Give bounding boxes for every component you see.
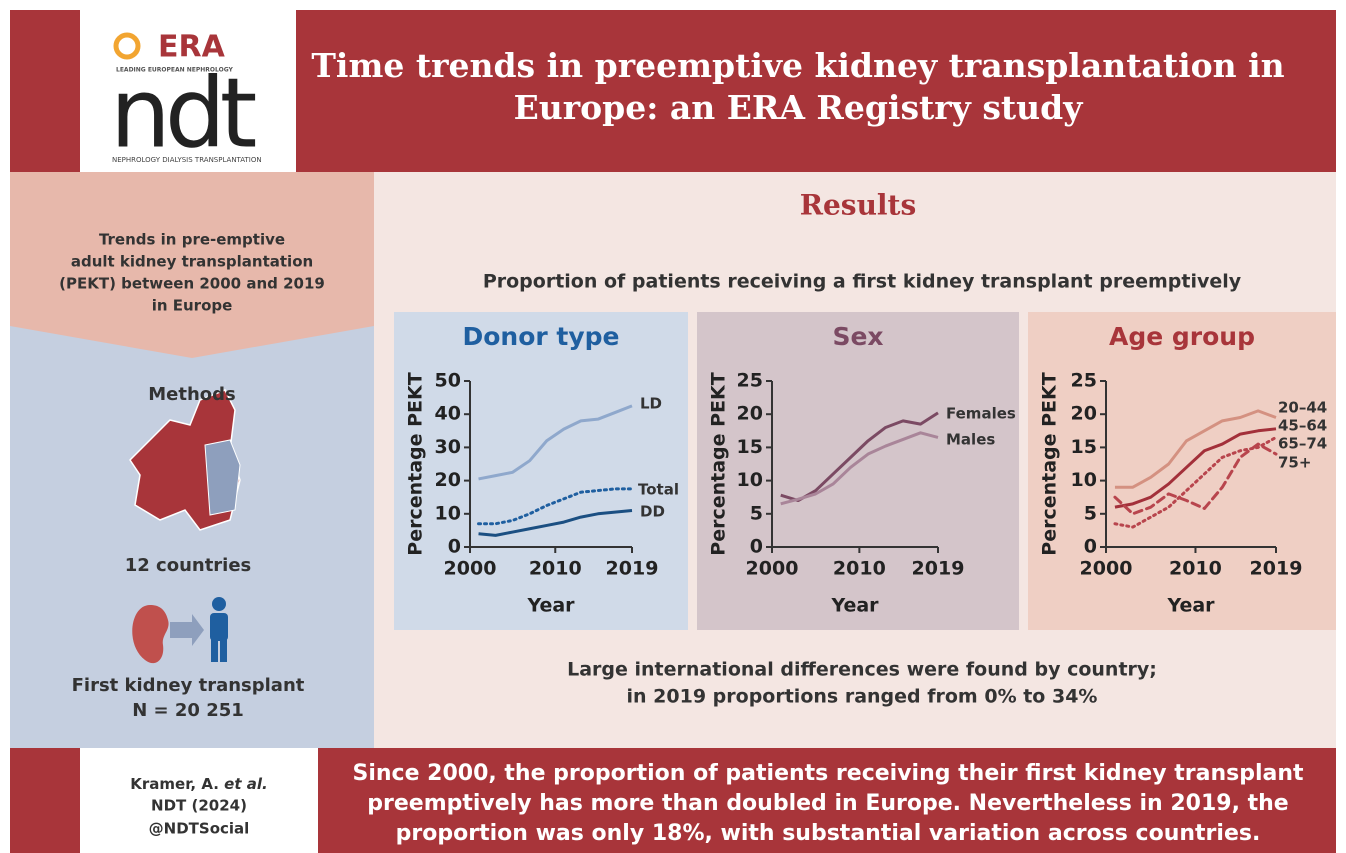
series-line (1114, 427, 1277, 509)
methods-heading: Methods (148, 384, 236, 405)
series-label: LD (640, 395, 662, 413)
citation-author: Kramer, A. et al. (130, 775, 267, 793)
y-tick-label: 15 (737, 436, 763, 458)
citation-social: @NDTSocial (149, 820, 250, 838)
x-tick-label: 2010 (529, 558, 582, 580)
series-line (478, 508, 633, 537)
et-al: et al. (224, 775, 268, 793)
series-label: 20–44 (1278, 399, 1327, 417)
y-tick-label: 20 (737, 403, 763, 425)
y-tick-label: 30 (435, 436, 461, 458)
person-icon (210, 597, 228, 662)
x-axis-label: Year (830, 595, 879, 617)
y-tick-label: 5 (1084, 502, 1097, 524)
y-axis-label: Percentage PEKT (405, 372, 427, 555)
finding-line: Large international differences were fou… (567, 659, 1157, 681)
series-line (477, 487, 634, 526)
series-line (1113, 442, 1278, 516)
title-line: Europe: an ERA Registry study (514, 88, 1084, 127)
x-tick-label: 2010 (833, 558, 886, 580)
chart-title: Donor type (462, 322, 619, 351)
kidney-icon (132, 605, 169, 664)
logo-tagline: LEADING EUROPEAN NEPHROLOGY (116, 67, 234, 74)
intro-line: Trends in pre-emptive (99, 231, 285, 249)
citation-journal: NDT (2024) (151, 797, 247, 815)
conclusion-line: Since 2000, the proportion of patients r… (352, 761, 1304, 786)
series-label: 45–64 (1278, 417, 1327, 435)
x-tick-label: 2000 (746, 558, 799, 580)
conclusion-line: proportion was only 18%, with substantia… (396, 821, 1261, 846)
sidebar-intro-band (10, 172, 374, 358)
x-tick-label: 2000 (1080, 558, 1133, 580)
y-tick-label: 20 (435, 469, 461, 491)
x-tick-label: 2019 (606, 558, 659, 580)
chart-title: Age group (1109, 322, 1255, 351)
y-tick-label: 25 (1071, 370, 1097, 392)
series-label: 65–74 (1278, 435, 1327, 453)
y-tick-label: 10 (737, 469, 763, 491)
y-tick-label: 15 (1071, 436, 1097, 458)
series-label: Males (946, 431, 995, 449)
intro-line: in Europe (152, 297, 233, 315)
y-tick-label: 25 (737, 370, 763, 392)
series-label: DD (640, 503, 665, 521)
y-axis-label: Percentage PEKT (708, 372, 730, 555)
title-line: Time trends in preemptive kidney transpl… (311, 46, 1284, 85)
intro-line: adult kidney transplantation (71, 253, 313, 271)
series-line (780, 431, 939, 506)
y-tick-label: 10 (435, 502, 461, 524)
cohort-n: N = 20 251 (132, 700, 244, 721)
y-tick-label: 50 (435, 370, 461, 392)
logo-box (80, 10, 296, 172)
series-label: Females (946, 405, 1016, 423)
logo-ring (113, 32, 141, 60)
intro-line: (PEKT) between 2000 and 2019 (59, 275, 325, 293)
series-label: 75+ (1278, 454, 1311, 472)
series-line (1113, 435, 1278, 529)
results-heading: Results (800, 189, 917, 222)
y-tick-label: 10 (1071, 469, 1097, 491)
author: Kramer, A. (130, 775, 219, 793)
finding-line: in 2019 proportions ranged from 0% to 34… (627, 686, 1098, 708)
y-tick-label: 40 (435, 403, 461, 425)
y-tick-label: 20 (1071, 403, 1097, 425)
y-tick-label: 0 (750, 536, 763, 558)
conclusion-line: preemptively has more than doubled in Eu… (367, 791, 1288, 816)
chart-panel (394, 312, 688, 630)
y-tick-label: 0 (448, 536, 461, 558)
results-subtitle: Proportion of patients receiving a first… (483, 271, 1242, 293)
y-axis-label: Percentage PEKT (1039, 372, 1061, 555)
x-axis-label: Year (1166, 595, 1215, 617)
x-tick-label: 2000 (444, 558, 497, 580)
chart-title: Sex (832, 322, 883, 351)
y-tick-label: 0 (1084, 536, 1097, 558)
citation-box (80, 748, 318, 853)
series-line (1114, 409, 1277, 489)
y-tick-label: 5 (750, 502, 763, 524)
series-label: Total (638, 481, 679, 499)
x-tick-label: 2019 (1250, 558, 1303, 580)
europe-map-other (204, 439, 241, 516)
cohort: First kidney transplant (72, 675, 305, 696)
arrow-icon (170, 614, 204, 646)
logo-journal: NEPHROLOGY DIALYSIS TRANSPLANTATION (112, 156, 262, 164)
x-tick-label: 2019 (912, 558, 965, 580)
logo-era: ERA (158, 30, 226, 65)
chart-panel (697, 312, 1019, 630)
series-line (478, 404, 633, 481)
logo-ndt: ndt (110, 57, 256, 169)
x-tick-label: 2010 (1169, 558, 1222, 580)
countries: 12 countries (125, 555, 252, 576)
x-axis-label: Year (526, 595, 575, 617)
